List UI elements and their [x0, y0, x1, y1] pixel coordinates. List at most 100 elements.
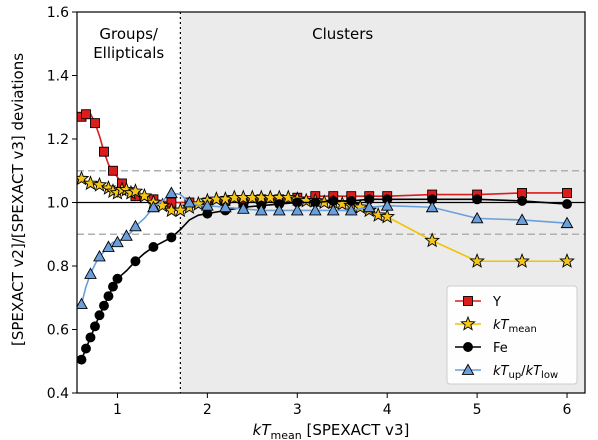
data-point — [326, 203, 340, 216]
data-point — [562, 199, 572, 210]
data-point — [470, 211, 484, 224]
data-point — [469, 252, 485, 268]
legend-item: kTmean — [455, 315, 537, 335]
data-point — [112, 273, 123, 284]
data-point — [352, 199, 369, 214]
data-point — [379, 208, 396, 224]
data-point — [94, 310, 105, 321]
data-point — [148, 241, 159, 252]
legend-label-sub: mean — [508, 324, 536, 335]
x-tick-label: 1 — [113, 402, 122, 418]
x-tick-label: 2 — [203, 402, 212, 418]
legend-label-main: kT — [493, 364, 510, 379]
data-point — [562, 188, 572, 198]
data-point — [344, 203, 358, 216]
data-point — [108, 281, 118, 292]
x-axis-title: kTmean [SPEXACT v3] — [253, 421, 410, 440]
data-point — [77, 297, 88, 310]
data-point — [81, 109, 91, 120]
data-point — [190, 195, 207, 211]
legend-item: Y — [455, 295, 501, 310]
data-point — [218, 200, 232, 213]
data-point — [380, 199, 394, 211]
data-point — [560, 216, 574, 229]
legend-label-main2: kT — [526, 364, 543, 379]
series-triangle — [77, 186, 574, 310]
data-point — [201, 199, 214, 211]
data-point — [84, 267, 97, 279]
data-point — [120, 229, 133, 241]
data-point — [85, 332, 96, 343]
region-label-clusters: Clusters — [312, 25, 373, 43]
data-point — [517, 195, 528, 206]
data-point — [308, 203, 322, 216]
data-point — [514, 252, 530, 268]
legend-marker — [463, 296, 473, 306]
data-point — [90, 321, 100, 332]
data-point — [424, 232, 440, 248]
region-label-groups-line2: Ellipticals — [93, 44, 164, 62]
legend-label-main: kT — [493, 318, 510, 333]
y-tick-label: 1.0 — [47, 196, 69, 212]
y-tick-label: 1.2 — [47, 132, 69, 148]
x-tick-label: 5 — [473, 402, 482, 418]
data-point — [154, 197, 171, 213]
data-point — [99, 146, 109, 157]
legend-box — [446, 285, 578, 385]
series-layer — [77, 109, 575, 365]
data-point — [77, 354, 87, 365]
data-point — [111, 235, 124, 248]
data-point — [425, 200, 439, 213]
legend-item: Fe — [455, 341, 508, 356]
data-point — [290, 203, 304, 216]
legend-label: Fe — [493, 341, 508, 356]
legend-marker — [463, 342, 473, 352]
x-tick-label: 3 — [293, 402, 302, 418]
data-point — [90, 118, 100, 129]
data-point — [99, 300, 109, 311]
data-point — [559, 252, 575, 268]
y-tick-label: 0.6 — [47, 323, 69, 339]
data-point — [236, 202, 250, 214]
data-point — [130, 256, 141, 267]
data-point — [472, 194, 483, 205]
data-point — [254, 203, 268, 216]
legend-label-sub: up — [508, 370, 521, 381]
legend-label: kTup/kTlow — [493, 364, 558, 381]
legend-marker — [461, 363, 475, 375]
y-tick-label: 0.8 — [47, 259, 69, 275]
legend-label: kTmean — [493, 318, 537, 335]
region-labels: Groups/Ellipticals Clusters — [93, 25, 373, 62]
data-point — [362, 200, 376, 213]
data-point — [129, 219, 142, 232]
data-point — [172, 202, 189, 218]
data-point — [91, 176, 108, 192]
data-point — [183, 195, 196, 208]
x-tick-label: 6 — [563, 402, 572, 418]
x-axis-title-suffix: [SPEXACT v3] — [302, 421, 410, 439]
data-point — [166, 232, 177, 243]
data-point — [272, 203, 286, 216]
legend-label-sub2: low — [541, 370, 558, 381]
y-tick-label: 0.4 — [47, 386, 69, 402]
data-point — [82, 175, 99, 191]
y-axis-title: [SPEXACT v2]/[SPEXACT v3] deviations — [9, 53, 27, 346]
data-point — [280, 189, 297, 205]
data-point — [102, 240, 115, 252]
data-point — [81, 343, 91, 354]
data-point — [108, 165, 118, 176]
data-point — [136, 187, 153, 203]
data-point — [147, 200, 160, 213]
data-point — [370, 206, 387, 222]
x-axis-title-sub: mean — [271, 429, 302, 440]
data-point — [93, 249, 106, 262]
x-tick-label: 4 — [383, 402, 392, 418]
legend-marker — [460, 315, 476, 331]
region-label-groups-line1: Groups/ — [99, 25, 158, 43]
y-tick-label: 1.4 — [47, 69, 69, 85]
data-point — [515, 213, 529, 225]
data-point — [103, 291, 114, 302]
